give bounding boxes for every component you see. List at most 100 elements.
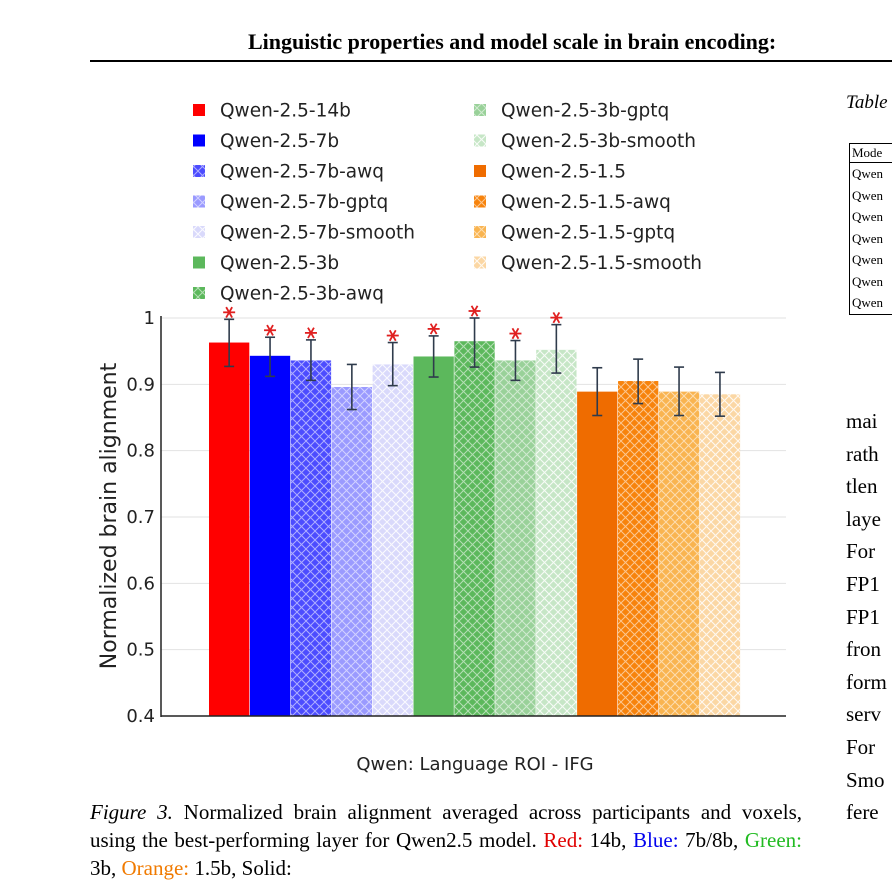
bar-hatch	[618, 381, 659, 716]
legend-swatch-hatch	[474, 104, 486, 116]
body-line: fron	[846, 637, 881, 662]
table-row: Qwen	[852, 295, 884, 310]
bar-hatch	[658, 391, 700, 716]
axes	[160, 316, 786, 717]
caption-green-label: Green:	[744, 828, 802, 852]
legend-label: Qwen-2.5-3b-gptq	[501, 101, 669, 122]
significance-star	[264, 324, 277, 336]
legend-label: Qwen-2.5-7b-awq	[220, 162, 384, 183]
legend-swatch-hatch	[193, 287, 205, 299]
bar	[577, 391, 618, 716]
caption-orange-label: Orange:	[121, 856, 190, 880]
significance-star	[550, 311, 563, 324]
legend-label: Qwen-2.5-3b-smooth	[501, 131, 696, 152]
y-ticks: 0.4 0.5 0.6 0.7 0.8 0.9 1	[126, 308, 155, 727]
legend-label: Qwen-2.5-1.5-smooth	[501, 253, 702, 274]
table-row: Qwen	[852, 187, 884, 203]
legend-swatch	[193, 134, 205, 147]
legend-swatch	[193, 256, 205, 269]
significance-star	[468, 305, 481, 317]
legend-swatch-hatch	[474, 226, 486, 238]
y-tick-label: 0.4	[126, 706, 155, 727]
body-line: For	[846, 734, 876, 759]
error-bars	[223, 305, 725, 417]
body-line: For	[846, 539, 876, 564]
table-row: Qwen	[852, 252, 884, 267]
legend-label: Qwen-2.5-7b-smooth	[220, 223, 415, 244]
y-tick-label: 0.6	[126, 573, 155, 594]
body-line: FP1	[846, 571, 880, 596]
table-row: Qwen	[852, 209, 884, 224]
y-tick-label: 0.9	[126, 374, 155, 395]
legend-label: Qwen-2.5-3b-awq	[220, 284, 384, 305]
body-line: mai	[846, 409, 878, 433]
legend-swatch-hatch	[474, 195, 486, 208]
legend-label: Qwen-2.5-14b	[220, 101, 351, 122]
caption-green-text: 3b,	[90, 856, 122, 880]
table-header: Mode	[850, 144, 892, 163]
table-row: Qwen	[852, 166, 884, 181]
body-line: Smo	[846, 767, 885, 792]
legend-swatch	[474, 165, 486, 177]
y-tick-label: 0.7	[126, 507, 155, 528]
right-column: Table Mode Qwen Qwen Qwen Qwen Qwen Qwen Qwen …	[846, 0, 892, 868]
bar-hatch	[536, 349, 577, 716]
legend-swatch-hatch	[474, 134, 486, 147]
header-rule	[90, 60, 892, 62]
bar	[249, 355, 291, 716]
caption-red-text: 14b,	[583, 828, 634, 852]
legend-label: Qwen-2.5-3b	[220, 253, 339, 274]
bar	[413, 356, 454, 716]
significance-star	[509, 327, 522, 340]
body-line: fere	[846, 800, 879, 825]
y-tick-label: 0.5	[126, 640, 155, 661]
significance-star	[304, 327, 317, 339]
y-tick-label: 1	[144, 308, 155, 329]
running-title: Linguistic properties and model scale in…	[248, 29, 777, 54]
bar-hatch	[495, 360, 536, 716]
legend-label: Qwen-2.5-1.5-gptq	[501, 223, 675, 244]
bars	[209, 341, 741, 716]
bar	[209, 342, 250, 716]
significance-star	[386, 329, 399, 342]
legend-label: Qwen-2.5-7b	[220, 131, 339, 152]
body-line: laye	[846, 506, 881, 531]
caption-figure-label: Figure 3.	[90, 800, 173, 824]
bar-hatch	[372, 364, 413, 716]
legend-label: Qwen-2.5-1.5	[501, 162, 626, 183]
body-line: serv	[846, 702, 881, 727]
body-line: rath	[846, 441, 879, 466]
table-fragment: Mode Qwen Qwen Qwen Qwen Qwen Qwen Qwen	[849, 143, 892, 315]
body-text-fragment: mai rath tlen laye For FP1 FP1 fron form serv For S…	[846, 405, 887, 829]
legend-swatch	[193, 104, 205, 116]
table-row: Qwen	[852, 230, 884, 246]
brain-alignment-bar-chart: Qwen-2.5-14b Qwen-2.5-7b Qwen-2.5-7b-awq Qw…	[97, 101, 786, 775]
body-line: FP1	[846, 604, 880, 629]
table-row: Qwen	[852, 273, 884, 289]
caption-text: Normalized brain alignment averaged acro…	[90, 800, 802, 852]
caption-orange-text: 1.5b, Solid:	[189, 856, 292, 880]
legend-label: Qwen-2.5-7b-gptq	[220, 192, 388, 213]
legend-swatch-hatch	[193, 195, 205, 208]
y-axis-label: Normalized brain alignment	[97, 362, 122, 669]
bar-hatch	[290, 360, 332, 716]
y-tick-label: 0.8	[126, 441, 155, 462]
caption-red-label: Red:	[543, 828, 584, 852]
table-label: Table	[846, 92, 888, 113]
body-line: tlen	[846, 474, 878, 499]
legend-label: Qwen-2.5-1.5-awq	[501, 192, 671, 213]
caption-blue-label: Blue:	[633, 828, 679, 852]
significance-star	[223, 306, 236, 318]
figure-caption: Figure 3. Normalized brain alignment ave…	[90, 798, 802, 882]
bar-hatch	[699, 394, 741, 716]
caption-blue-text: 7b/8b,	[678, 828, 745, 852]
chart-legend: Qwen-2.5-14b Qwen-2.5-7b Qwen-2.5-7b-awq Qw…	[193, 101, 702, 305]
bar-hatch	[331, 386, 372, 716]
legend-swatch-hatch	[193, 226, 205, 238]
legend-swatch-hatch	[474, 256, 486, 269]
legend-swatch-hatch	[193, 165, 205, 177]
significance-star	[427, 323, 440, 335]
bar-hatch	[454, 341, 495, 716]
body-line: form	[846, 669, 887, 694]
x-axis-label: Qwen: Language ROI - IFG	[356, 754, 593, 775]
